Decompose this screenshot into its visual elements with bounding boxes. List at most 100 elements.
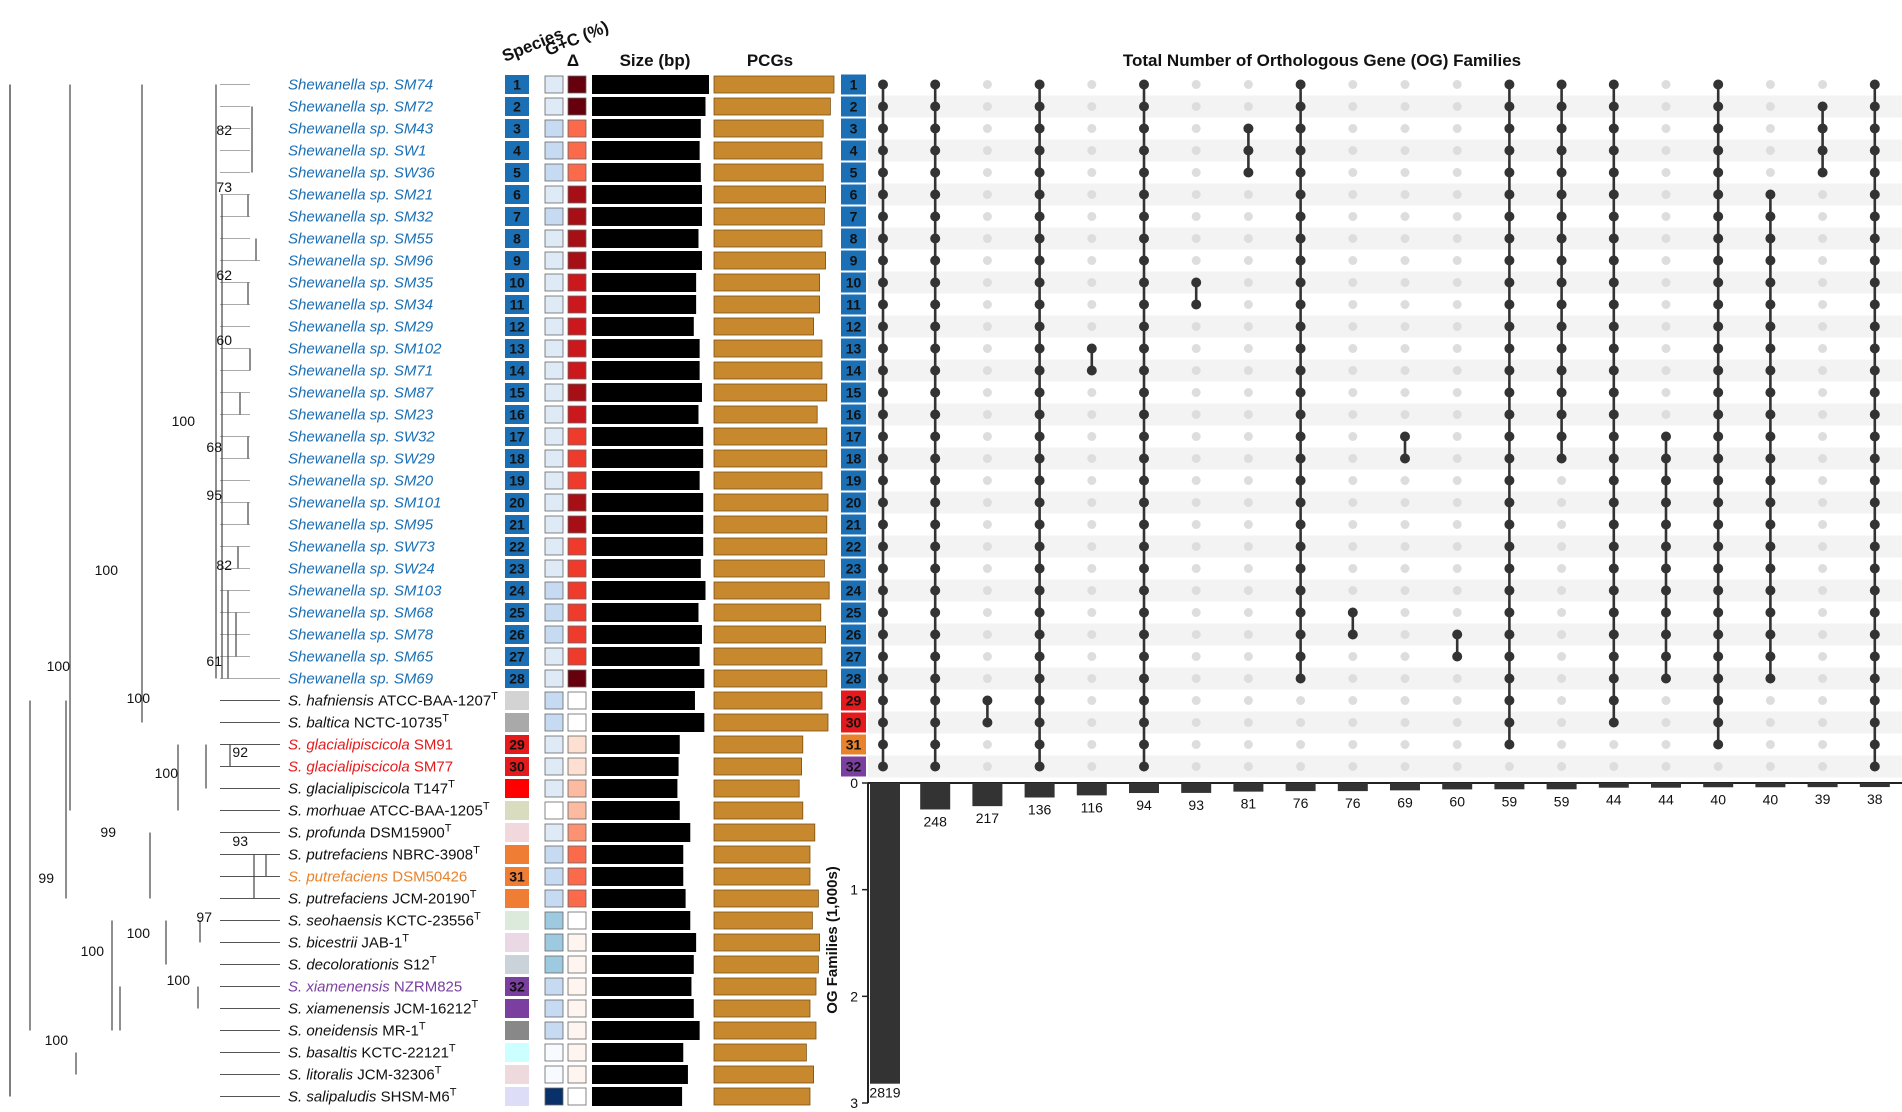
intersection-count: 94 [1136, 797, 1152, 813]
upset-dot-inactive [1296, 762, 1306, 771]
upset-dot-inactive [1191, 740, 1201, 749]
support-value: 97 [196, 909, 212, 925]
upset-dot-inactive [1348, 454, 1358, 463]
species-swatch [505, 911, 529, 930]
upset-dot-inactive [1400, 322, 1410, 331]
upset-dot-inactive [982, 498, 992, 507]
pcg-bar [713, 97, 831, 116]
upset-dot-inactive [1087, 234, 1097, 243]
upset-dot-active [1869, 761, 1880, 772]
upset-row-badge [841, 690, 866, 711]
upset-dot-inactive [1661, 718, 1671, 727]
upset-dot-active [1713, 475, 1724, 486]
upset-dot-active [1347, 629, 1358, 640]
upset-dot-active [1504, 387, 1515, 398]
upset-dot-active [1713, 651, 1724, 662]
upset-dot-active [1243, 145, 1254, 156]
upset-dot-active [1869, 563, 1880, 574]
upset-dot-active [1139, 629, 1149, 640]
size-bar [592, 427, 704, 446]
upset-dot-active [930, 761, 941, 772]
upset-dot-active [1034, 387, 1045, 398]
species-badge: 10 [509, 275, 525, 291]
pcg-bar [713, 251, 826, 270]
taxon-label: S. morhuae ATCC-BAA-1205T [288, 801, 490, 820]
upset-dot-inactive [1087, 630, 1097, 639]
upset-dot-inactive [1818, 718, 1828, 727]
species-badge: 26 [509, 627, 525, 643]
intersection-bar [1755, 783, 1786, 788]
size-bar [592, 735, 680, 754]
upset-dot-active [878, 79, 888, 90]
upset-dot-inactive [982, 80, 992, 89]
taxon-genus: Shewanella sp. [288, 583, 394, 600]
taxon-strain: SM29 [394, 319, 434, 336]
upset-dot-inactive [1452, 256, 1462, 265]
upset-dot-active [1034, 739, 1045, 750]
taxon-genus: Shewanella sp. [288, 561, 394, 578]
upset-dot-inactive [1818, 608, 1828, 617]
upset-row-stripe [868, 95, 1902, 118]
support-value: 61 [206, 653, 222, 669]
upset-dot-inactive [1191, 498, 1201, 507]
upset-dot-inactive [1400, 630, 1410, 639]
upset-dot-active [1869, 607, 1880, 618]
upset-dot-active [1869, 453, 1880, 464]
upset-dot-active [1556, 453, 1567, 464]
gc-cell [544, 207, 564, 226]
upset-dot-inactive [1296, 740, 1306, 749]
upset-dot-inactive [1243, 564, 1253, 573]
upset-dot-active [878, 189, 888, 200]
upset-dot-inactive [1400, 608, 1410, 617]
taxon-genus: S. xiamenensis [288, 1001, 394, 1018]
upset-dot-inactive [1661, 234, 1671, 243]
taxon-strain: SHSM-M6 [381, 1089, 450, 1106]
taxon-label: Shewanella sp. SW29 [288, 451, 435, 468]
gc-cell [544, 691, 564, 710]
upset-dot-active [1504, 145, 1515, 156]
species-badge: 22 [509, 539, 525, 555]
pcg-bar [713, 75, 835, 94]
upset-dot-active [1556, 167, 1567, 178]
upset-dot-active [1661, 563, 1671, 574]
intersection-count: 116 [1081, 799, 1104, 815]
upset-dot-inactive [1661, 190, 1671, 199]
upset-row-number: 26 [846, 627, 862, 643]
taxon-label: Shewanella sp. SM103 [288, 583, 442, 600]
taxon-genus: Shewanella sp. [288, 407, 394, 424]
upset-dot-active [1765, 607, 1776, 618]
upset-dot-active [1295, 123, 1306, 134]
taxon-strain: SM23 [394, 407, 434, 424]
upset-dot-active [1295, 343, 1306, 354]
upset-dot-inactive [982, 410, 992, 419]
upset-dot-active [930, 167, 941, 178]
taxon-label: Shewanella sp. SM69 [288, 671, 434, 688]
upset-row-badge [841, 272, 866, 293]
gc-cell [544, 735, 564, 754]
upset-dot-inactive [1818, 322, 1828, 331]
support-value: 82 [216, 122, 232, 138]
header-delta: Δ [567, 51, 579, 70]
intersection-count: 76 [1293, 795, 1309, 811]
upset-dot-inactive [1400, 80, 1410, 89]
upset-dot-active [1817, 123, 1828, 134]
intersection-bar [1442, 783, 1473, 790]
delta-cell [567, 97, 587, 116]
taxon-type-strain: T [402, 933, 409, 945]
upset-dot-inactive [1348, 212, 1358, 221]
upset-dot-inactive [1087, 740, 1097, 749]
upset-dot-inactive [1243, 410, 1253, 419]
upset-dot-active [1713, 519, 1724, 530]
upset-dot-inactive [1348, 278, 1358, 287]
upset-row-badge [841, 734, 866, 755]
upset-dot-active [878, 497, 888, 508]
upset-dot-inactive [1400, 124, 1410, 133]
gc-cell [544, 845, 564, 864]
upset-dot-active [1504, 431, 1515, 442]
taxon-strain: MR-1 [382, 1023, 419, 1040]
upset-dot-inactive [1296, 696, 1306, 705]
upset-dot-active [1191, 299, 1202, 310]
upset-dot-active [1295, 497, 1306, 508]
upset-row-number: 3 [850, 121, 858, 137]
upset-dot-inactive [1557, 696, 1567, 705]
